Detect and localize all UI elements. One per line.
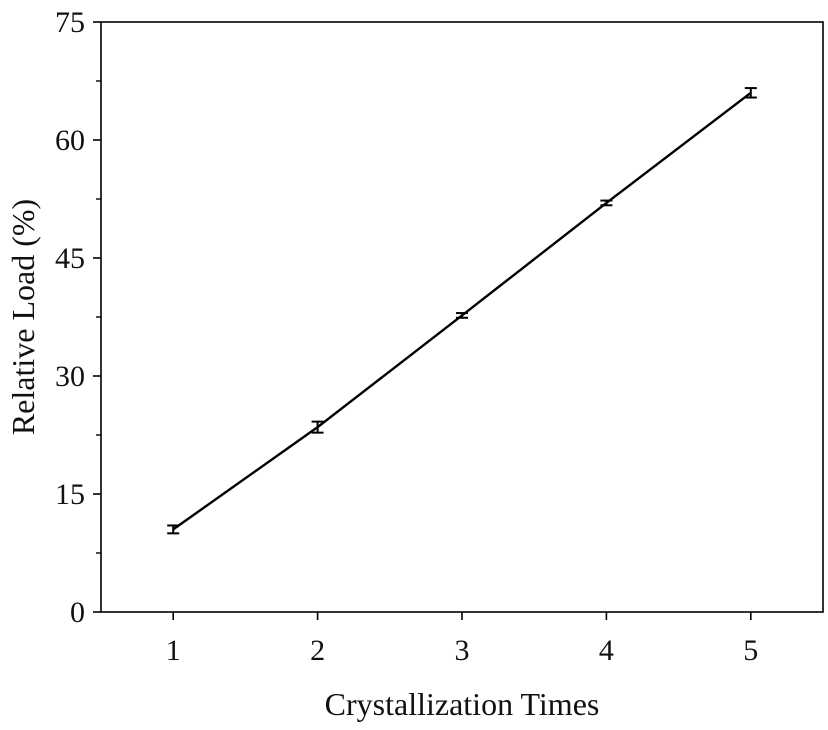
data-point bbox=[311, 420, 324, 434]
y-tick-label: 30 bbox=[55, 360, 85, 393]
data-point bbox=[167, 524, 180, 535]
y-tick-label: 60 bbox=[55, 124, 85, 157]
x-tick-label: 2 bbox=[310, 634, 325, 667]
series-layer bbox=[167, 87, 757, 535]
x-tick-label: 1 bbox=[166, 634, 181, 667]
data-point bbox=[456, 312, 468, 319]
y-tick-label: 45 bbox=[55, 242, 85, 275]
x-tick-label: 5 bbox=[743, 634, 758, 667]
x-axis-title: Crystallization Times bbox=[325, 686, 600, 722]
y-axis: 0 15 30 45 60 75 bbox=[55, 6, 101, 629]
x-axis: 1 2 3 4 5 bbox=[166, 612, 758, 667]
y-axis-title: Relative Load (%) bbox=[5, 199, 41, 435]
y-tick-label: 15 bbox=[55, 478, 85, 511]
series-line bbox=[172, 91, 752, 531]
y-tick-label: 0 bbox=[70, 596, 85, 629]
data-point bbox=[600, 199, 613, 207]
x-tick-label: 3 bbox=[455, 634, 470, 667]
x-tick-label: 4 bbox=[599, 634, 614, 667]
data-point bbox=[744, 87, 757, 99]
y-tick-label: 75 bbox=[55, 6, 85, 39]
